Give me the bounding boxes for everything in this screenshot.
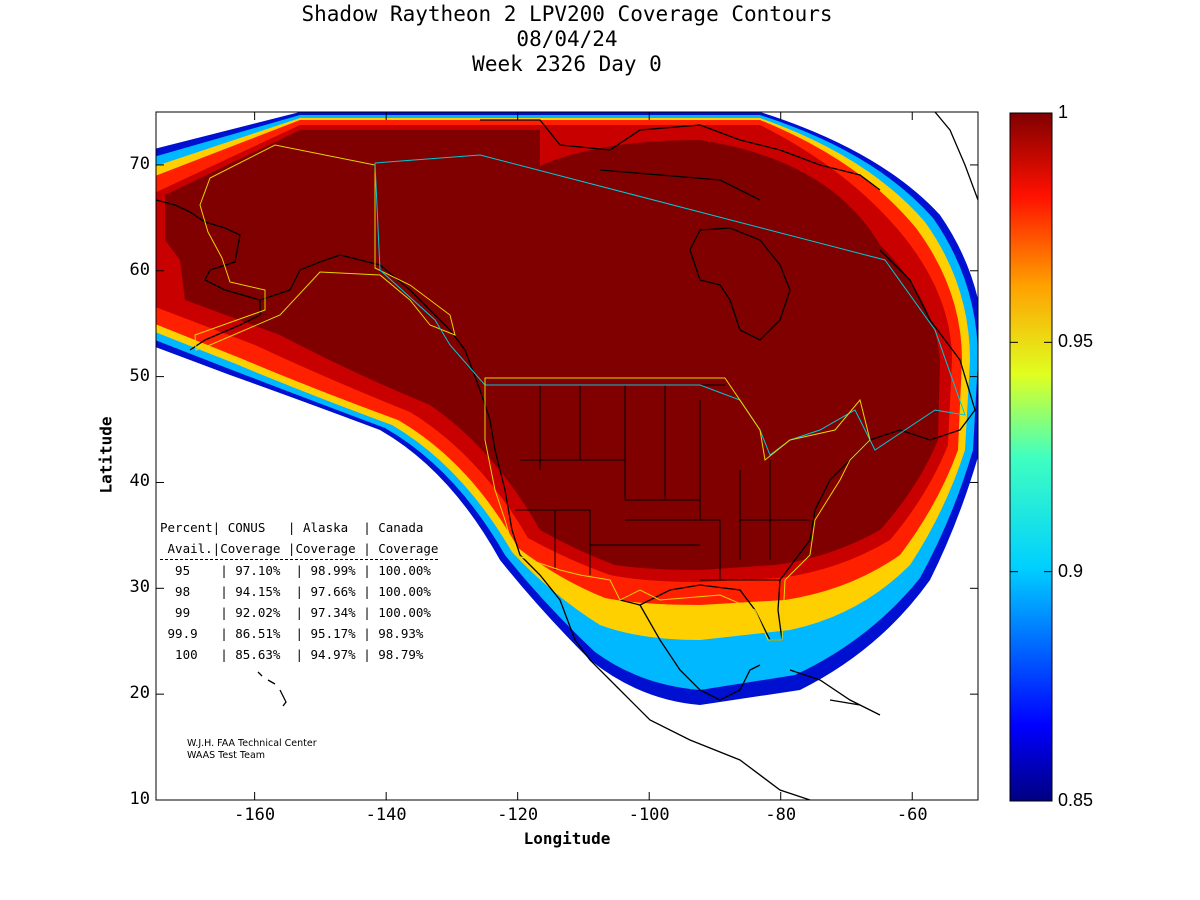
- credit-block: W.J.H. FAA Technical Center WAAS Test Te…: [187, 738, 317, 762]
- credit-line-1: W.J.H. FAA Technical Center: [187, 738, 317, 749]
- colorbar-tick-label: 0.9: [1058, 560, 1084, 581]
- stats-row: 100 | 85.63% | 94.97% | 98.79%: [160, 647, 424, 662]
- x-tick-label: -100: [628, 805, 670, 825]
- hawaii-islands: [257, 671, 287, 707]
- coverage-stats-table: Percent| CONUS | Alaska | Canada Avail.|…: [160, 517, 439, 665]
- y-tick-label: 10: [129, 789, 150, 809]
- x-tick-label: -160: [234, 805, 276, 825]
- x-axis-label: Longitude: [523, 829, 611, 848]
- canada-boundary: [374, 154, 966, 456]
- map-week-day: Week 2326 Day 0: [472, 52, 662, 76]
- colorbar-tick-label: 1: [1058, 102, 1069, 122]
- west-coast: [339, 254, 811, 800]
- arctic-islands: [480, 119, 881, 201]
- y-tick-label: 70: [129, 153, 150, 174]
- map-date: 08/04/24: [516, 27, 618, 51]
- colorbar-tickmarks: [1010, 112, 1052, 802]
- stats-row: 95 | 97.10% | 98.99% | 100.00%: [160, 563, 431, 578]
- colorbar: [1009, 112, 1053, 802]
- contour-100: [165, 130, 940, 570]
- y-tick-label: 60: [129, 259, 150, 280]
- coastlines: [156, 112, 978, 800]
- conus-boundary: [484, 377, 871, 641]
- colorbar-tick-label: 0.85: [1058, 790, 1094, 810]
- y-tick-label: 30: [129, 577, 150, 598]
- map-title: Shadow Raytheon 2 LPV200 Coverage Contou…: [301, 2, 833, 26]
- stats-header-row: Percent| CONUS | Alaska | Canada: [160, 520, 424, 535]
- x-tick-label: -140: [365, 805, 407, 825]
- credit-line-2: WAAS Test Team: [187, 750, 266, 761]
- alaska-boundary: [194, 144, 456, 351]
- hudson-bay: [689, 227, 791, 341]
- stats-row: 98 | 94.15% | 97.66% | 100.00%: [160, 584, 431, 599]
- caribbean-islands: [789, 669, 881, 716]
- plot-frame: [155, 111, 979, 801]
- y-tick-label: 20: [129, 683, 150, 704]
- alaska-coast: [156, 199, 341, 351]
- stats-row: 99 | 92.02% | 97.34% | 100.00%: [160, 605, 431, 620]
- y-axis-label: Latitude: [96, 416, 116, 494]
- x-tick-label: -80: [765, 805, 797, 825]
- stats-header-row-2: Avail.|Coverage |Coverage | Coverage: [160, 538, 439, 560]
- axis-tickmarks: [156, 112, 978, 801]
- x-tick-label: -60: [896, 805, 928, 825]
- x-tick-label: -120: [497, 805, 539, 825]
- stats-row: 99.9 | 86.51% | 95.17% | 98.93%: [160, 626, 424, 641]
- service-area-boundaries: [194, 144, 966, 641]
- y-tick-label: 50: [129, 365, 150, 386]
- y-tick-label: 40: [129, 471, 150, 492]
- east-coast: [619, 249, 976, 641]
- colorbar-tick-label: 0.95: [1058, 331, 1094, 352]
- greenland: [934, 112, 978, 201]
- gulf-mexico: [639, 604, 761, 701]
